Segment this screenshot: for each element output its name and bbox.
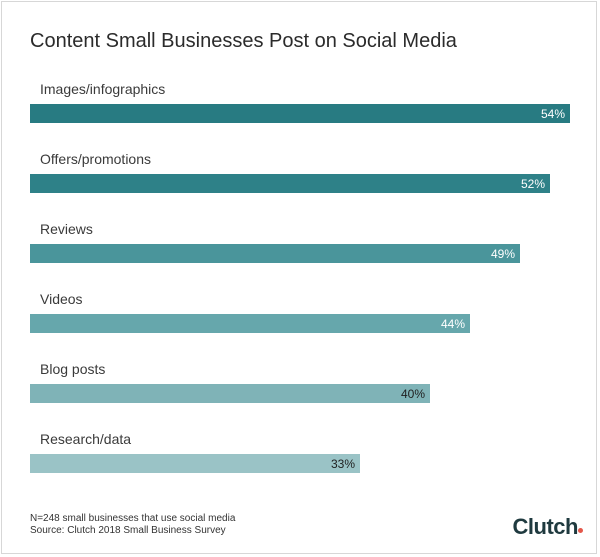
value-label: 33% <box>331 457 355 471</box>
category-label: Images/infographics <box>40 81 165 97</box>
category-label: Blog posts <box>40 361 105 377</box>
clutch-logo: Clutch <box>512 514 579 539</box>
category-label: Reviews <box>40 221 93 237</box>
bar <box>30 454 360 473</box>
value-label: 49% <box>491 247 515 261</box>
category-label: Offers/promotions <box>40 151 151 167</box>
bar <box>30 314 470 333</box>
sample-size-note: N=248 small businesses that use social m… <box>30 513 236 524</box>
value-label: 40% <box>401 387 425 401</box>
category-label: Research/data <box>40 431 131 447</box>
source-note: Source: Clutch 2018 Small Business Surve… <box>30 525 226 536</box>
bar <box>30 384 430 403</box>
value-label: 54% <box>541 107 565 121</box>
logo-dot-icon <box>578 528 583 533</box>
bar <box>30 104 570 123</box>
value-label: 44% <box>441 317 465 331</box>
value-label: 52% <box>521 177 545 191</box>
bar <box>30 244 520 263</box>
bar <box>30 174 550 193</box>
chart-title: Content Small Businesses Post on Social … <box>30 30 457 52</box>
category-label: Videos <box>40 291 83 307</box>
